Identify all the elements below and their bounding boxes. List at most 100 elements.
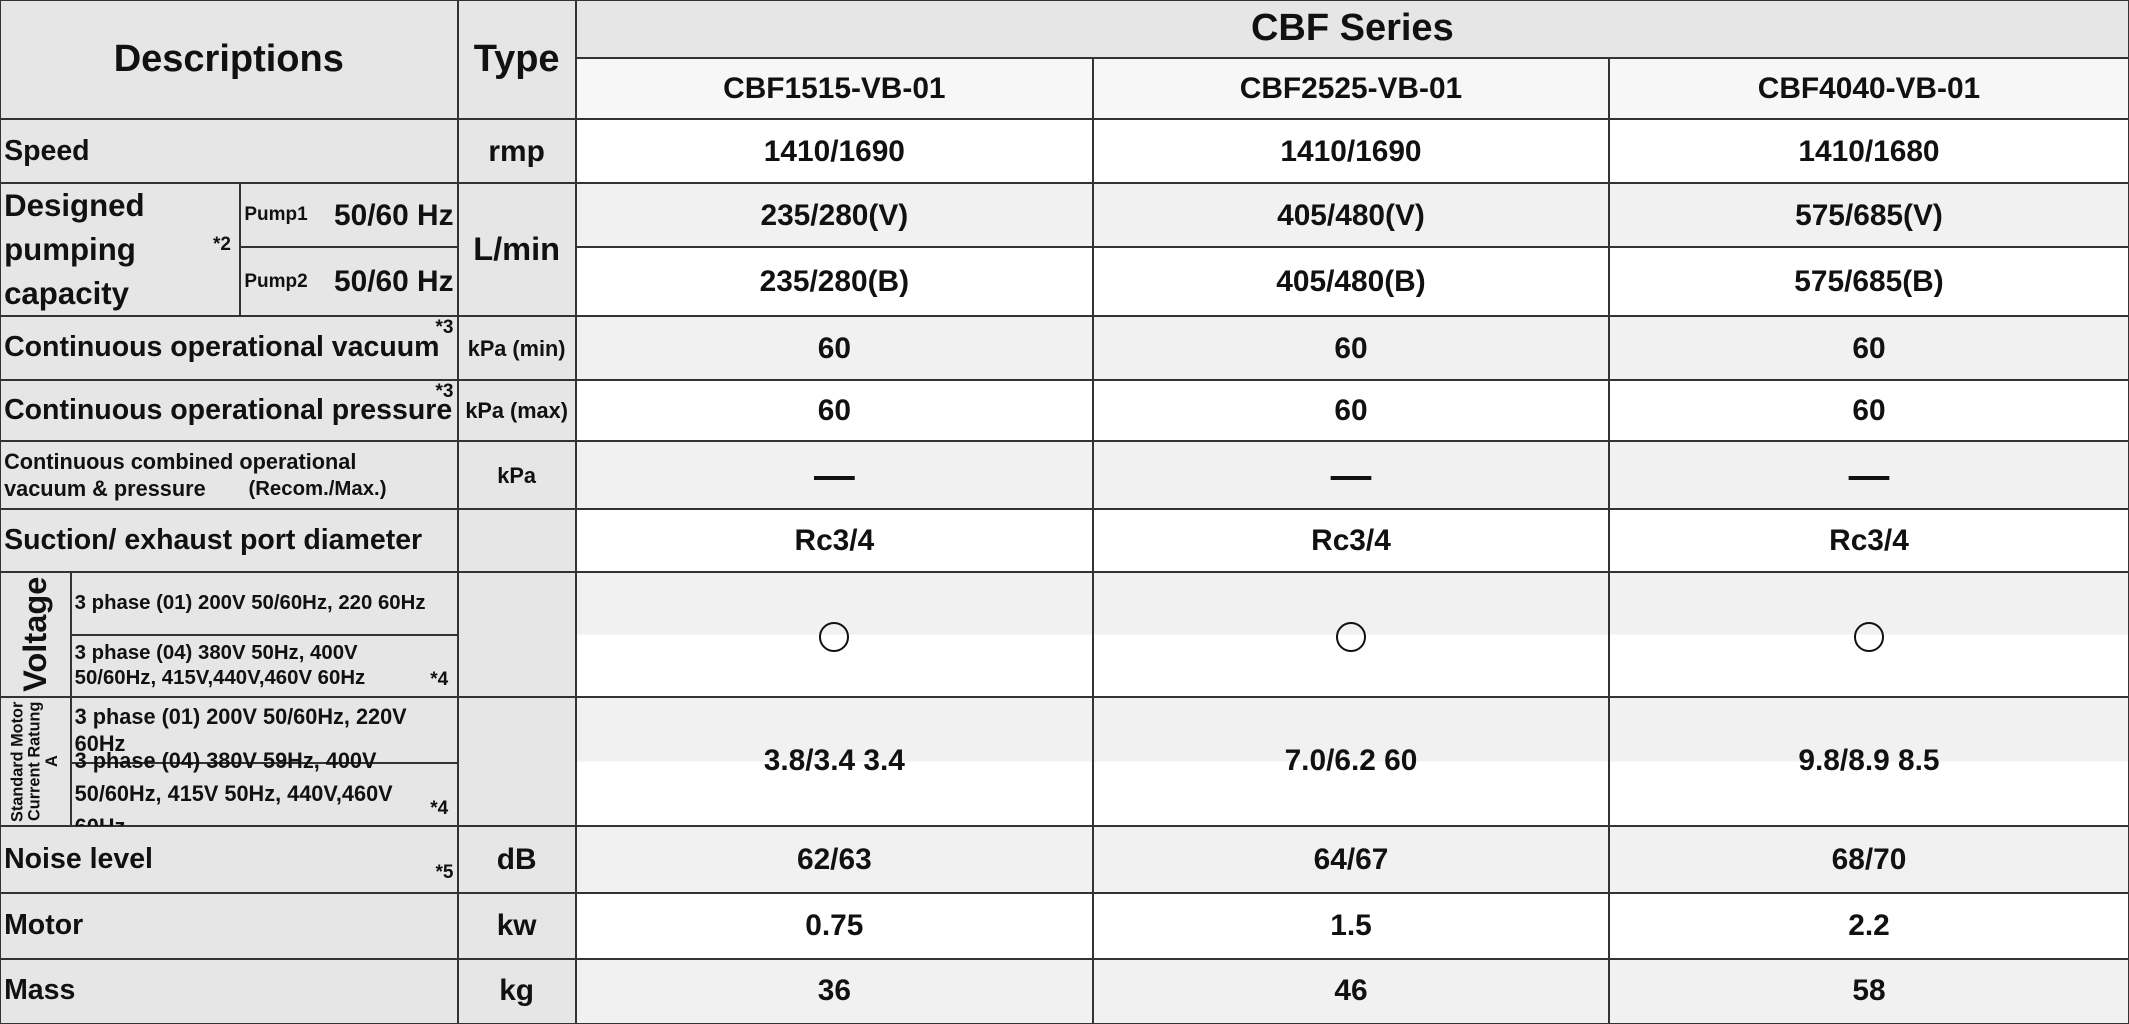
row-label: Noise level bbox=[4, 842, 153, 875]
value-text: 235/280(B) bbox=[759, 265, 910, 299]
table-cell bbox=[0, 0, 458, 120]
table-cell bbox=[1608, 696, 2129, 826]
value-text: 46 bbox=[1334, 974, 1368, 1008]
table-cell bbox=[575, 119, 1093, 184]
table-cell bbox=[0, 316, 458, 381]
table-cell bbox=[575, 825, 1093, 894]
unit-text: rmp bbox=[488, 134, 545, 168]
table-cell bbox=[457, 825, 576, 894]
table-cell bbox=[0, 958, 458, 1024]
header-text: CBF Series bbox=[1250, 7, 1454, 50]
row-label: Suction/ exhaust port diameter bbox=[4, 523, 423, 556]
table-cell bbox=[0, 893, 458, 959]
value-text: Rc3/4 bbox=[1311, 523, 1391, 557]
value-text: 405/480(B) bbox=[1276, 265, 1426, 299]
model-name: CBF1515-VB-01 bbox=[723, 72, 946, 106]
availability-circle bbox=[819, 621, 850, 652]
table-cell bbox=[0, 183, 241, 317]
table-cell bbox=[0, 509, 458, 572]
availability-circle bbox=[1854, 621, 1884, 652]
table-cell bbox=[457, 380, 576, 442]
value-text: 62/63 bbox=[796, 842, 872, 876]
table-cell bbox=[1608, 58, 2129, 120]
table-cell bbox=[1093, 119, 1609, 184]
table-cell bbox=[1093, 58, 1609, 120]
table-cell bbox=[575, 380, 1093, 442]
value-text: 60 bbox=[1334, 331, 1368, 365]
unit-text: kw bbox=[496, 909, 537, 943]
value-text: — bbox=[1330, 451, 1372, 498]
value-text: 575/685(B) bbox=[1794, 265, 1944, 299]
value-text: 2.2 bbox=[1848, 909, 1890, 943]
table-cell bbox=[575, 316, 1093, 381]
row-label: Continuous operational vacuum bbox=[4, 331, 440, 364]
value-text: 405/480(V) bbox=[1277, 198, 1425, 232]
value-text: — bbox=[813, 451, 855, 498]
unit-text: kg bbox=[499, 974, 535, 1008]
table-cell bbox=[1608, 247, 2129, 317]
table-cell bbox=[0, 441, 458, 510]
table-cell bbox=[1608, 119, 2129, 184]
value-text: 235/280(V) bbox=[760, 198, 909, 232]
table-cell bbox=[1608, 825, 2129, 894]
option-text: 3 phase (04) 380V 59Hz, 400V 50/60Hz, 41… bbox=[74, 748, 393, 838]
pump-frequency: 50/60 Hz bbox=[333, 198, 454, 232]
table-cell bbox=[1093, 893, 1609, 959]
footnote: *4 bbox=[430, 669, 449, 691]
model-name: CBF2525-VB-01 bbox=[1239, 72, 1463, 106]
table-cell bbox=[457, 441, 576, 510]
value-text: 64/67 bbox=[1313, 842, 1389, 876]
row-label: Mass bbox=[4, 974, 76, 1007]
table-cell bbox=[1608, 958, 2129, 1024]
value-text: 60 bbox=[1852, 394, 1886, 428]
header-text: Type bbox=[473, 37, 560, 80]
table-cell bbox=[575, 183, 1093, 248]
value-text: 3.8/3.4 3.4 bbox=[763, 744, 905, 778]
table-cell bbox=[1093, 316, 1609, 381]
unit-text: dB bbox=[496, 842, 537, 876]
value-text: 60 bbox=[1852, 331, 1886, 365]
table-cell bbox=[1608, 893, 2129, 959]
table-cell bbox=[1093, 825, 1609, 894]
value-text: 36 bbox=[817, 974, 851, 1008]
unit-text: kPa (min) bbox=[467, 335, 566, 361]
footnote: *2 bbox=[213, 233, 231, 255]
table-cell bbox=[575, 958, 1093, 1024]
footnote: *4 bbox=[430, 798, 449, 820]
value-text: 7.0/6.2 60 bbox=[1284, 744, 1418, 778]
vertical-label: Voltage bbox=[16, 576, 53, 692]
value-text: 0.75 bbox=[805, 909, 864, 943]
table-cell bbox=[1608, 380, 2129, 442]
table-cell bbox=[0, 696, 71, 826]
table-cell bbox=[575, 441, 1093, 510]
value-text: Rc3/4 bbox=[1829, 523, 1909, 557]
value-text: 58 bbox=[1852, 974, 1886, 1008]
unit-text: kPa bbox=[497, 462, 536, 488]
row-label: Continuous combined operational vacuum &… bbox=[4, 449, 357, 502]
table-cell bbox=[0, 571, 71, 697]
value-text: 1410/1690 bbox=[1280, 134, 1422, 168]
table-cell bbox=[457, 183, 576, 317]
value-text: 60 bbox=[817, 331, 851, 365]
table-cell bbox=[457, 571, 576, 697]
value-text: Rc3/4 bbox=[794, 523, 875, 557]
option-text: 3 phase (01) 200V 50/60Hz, 220V 60Hz bbox=[74, 703, 407, 756]
option-text: 3 phase (04) 380V 50Hz, 400V 50/60Hz, 41… bbox=[74, 641, 366, 689]
option-text: 3 phase (01) 200V 50/60Hz, 220 60Hz bbox=[74, 591, 426, 614]
value-text: 60 bbox=[1334, 394, 1368, 428]
value-text: — bbox=[1848, 451, 1890, 498]
value-text: 575/685(V) bbox=[1795, 198, 1943, 232]
table-cell bbox=[1608, 509, 2129, 572]
table-cell bbox=[575, 58, 1093, 120]
table-cell bbox=[1608, 183, 2129, 248]
table-cell bbox=[575, 0, 2129, 59]
table-cell bbox=[70, 763, 458, 826]
unit-text: L/min bbox=[473, 231, 561, 268]
table-cell bbox=[1093, 441, 1609, 510]
pump-frequency: 50/60 Hz bbox=[333, 265, 454, 299]
table-cell bbox=[575, 893, 1093, 959]
row-label: Designed pumping capacity bbox=[4, 188, 145, 311]
table-cell bbox=[1093, 247, 1609, 317]
model-name: CBF4040-VB-01 bbox=[1757, 72, 1981, 106]
